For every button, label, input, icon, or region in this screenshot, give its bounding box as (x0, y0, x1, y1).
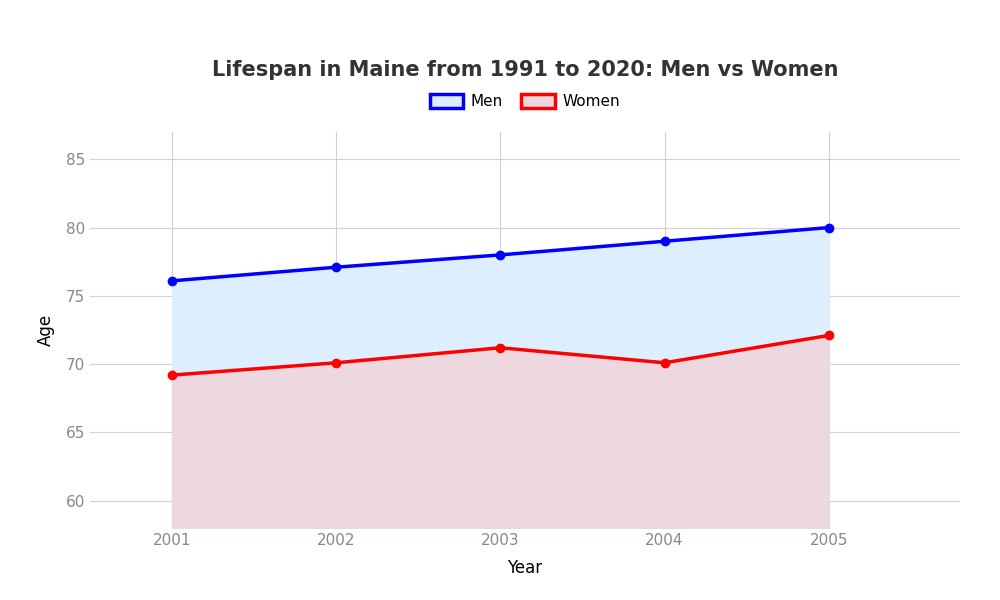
Legend: Men, Women: Men, Women (424, 88, 626, 115)
Title: Lifespan in Maine from 1991 to 2020: Men vs Women: Lifespan in Maine from 1991 to 2020: Men… (212, 61, 838, 80)
X-axis label: Year: Year (507, 559, 543, 577)
Y-axis label: Age: Age (37, 314, 55, 346)
